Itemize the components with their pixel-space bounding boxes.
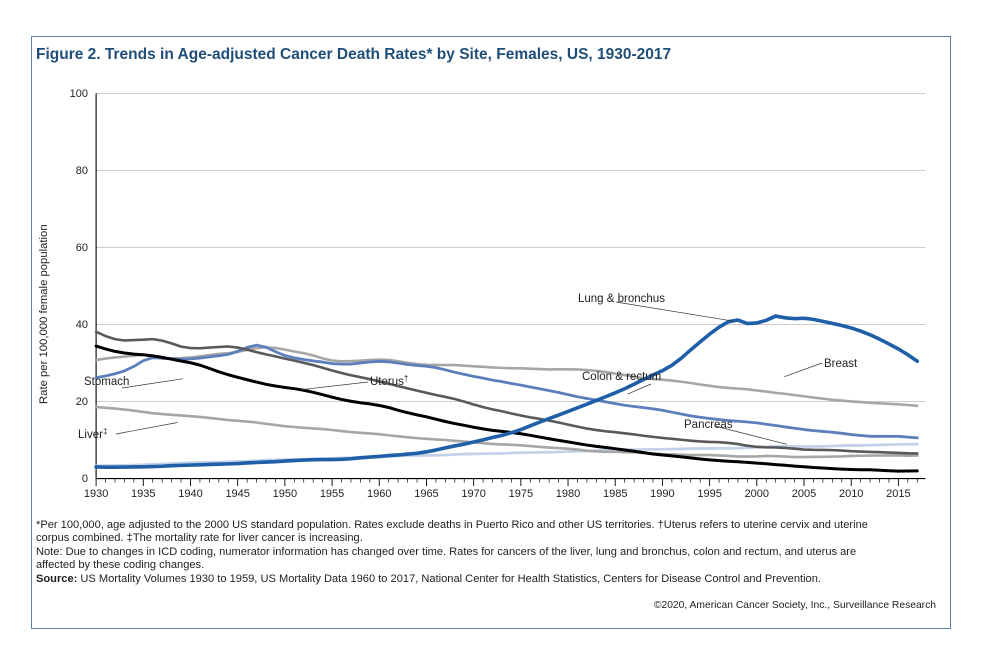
svg-text:Liver‡: Liver‡ <box>78 427 107 442</box>
svg-text:2010: 2010 <box>839 488 863 500</box>
svg-text:0: 0 <box>82 473 88 485</box>
svg-text:1950: 1950 <box>273 488 297 500</box>
svg-text:Uterus†: Uterus† <box>370 374 408 389</box>
svg-text:2015: 2015 <box>886 488 910 500</box>
svg-text:1990: 1990 <box>650 488 674 500</box>
svg-text:Pancreas: Pancreas <box>684 419 733 431</box>
svg-text:1960: 1960 <box>367 488 391 500</box>
svg-text:1975: 1975 <box>509 488 533 500</box>
svg-text:1930: 1930 <box>84 488 108 500</box>
svg-text:60: 60 <box>76 242 88 254</box>
svg-text:2005: 2005 <box>792 488 816 500</box>
svg-text:1945: 1945 <box>225 488 249 500</box>
svg-text:Colon & rectum: Colon & rectum <box>582 371 661 383</box>
svg-text:20: 20 <box>76 396 88 408</box>
svg-text:100: 100 <box>70 88 88 100</box>
svg-text:80: 80 <box>76 165 88 177</box>
svg-text:1935: 1935 <box>131 488 155 500</box>
svg-text:Breast: Breast <box>824 358 858 370</box>
svg-text:2000: 2000 <box>745 488 769 500</box>
svg-text:1970: 1970 <box>461 488 485 500</box>
svg-text:1980: 1980 <box>556 488 580 500</box>
svg-text:1995: 1995 <box>697 488 721 500</box>
svg-text:1985: 1985 <box>603 488 627 500</box>
svg-text:40: 40 <box>76 319 88 331</box>
svg-text:1940: 1940 <box>178 488 202 500</box>
svg-text:1955: 1955 <box>320 488 344 500</box>
svg-text:Lung & bronchus: Lung & bronchus <box>578 293 665 305</box>
svg-text:1965: 1965 <box>414 488 438 500</box>
svg-text:Stomach: Stomach <box>84 376 129 388</box>
